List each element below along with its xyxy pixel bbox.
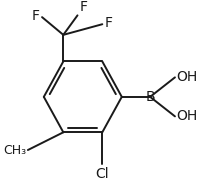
Text: F: F xyxy=(79,1,87,15)
Text: Cl: Cl xyxy=(95,167,109,181)
Text: F: F xyxy=(31,9,39,23)
Text: F: F xyxy=(105,16,113,30)
Text: CH₃: CH₃ xyxy=(3,143,26,156)
Text: OH: OH xyxy=(177,70,198,84)
Text: B: B xyxy=(145,90,155,104)
Text: OH: OH xyxy=(177,109,198,123)
